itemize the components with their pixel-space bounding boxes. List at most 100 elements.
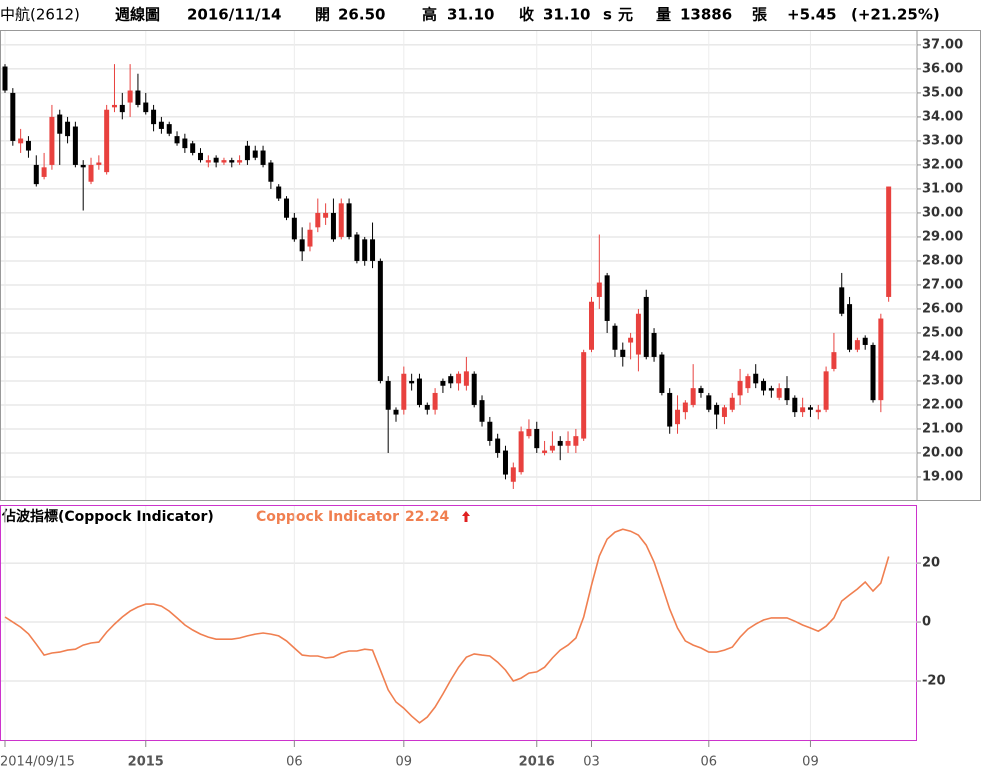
candle-body [714,404,720,415]
y-tick-label: -20 [922,674,946,689]
candle-body [18,138,24,144]
candle-body [135,90,141,105]
x-tick-label: 03 [583,755,600,770]
candle-body [635,313,641,355]
indicator-title: 佔波指標(Coppock Indicator) [1,508,214,525]
candle-body [57,114,63,134]
candle-body [620,349,626,357]
candle-body [753,373,759,384]
candle-body [41,167,47,177]
candle-body [706,395,712,410]
candle-body [518,431,524,473]
candle-body [205,160,211,163]
candle-body [878,318,884,401]
high-label: 高 [422,6,437,24]
candle-body [72,126,78,165]
candle-body [370,239,376,261]
close-unit: 元 [618,6,633,24]
x-tick-label: 2015 [128,755,164,770]
candle-body [854,340,860,350]
change-pct: (+21.25%) [851,6,940,24]
candle-body [761,380,767,391]
candle-body [831,352,837,369]
candle-body [432,392,438,410]
y-tick-label: 25.00 [922,325,963,340]
candle-body [510,467,516,482]
y-tick-label: 24.00 [922,349,963,364]
candle-body [721,407,727,417]
candle-body [870,344,876,401]
candle-body [33,164,39,185]
candle-body [456,373,462,384]
candle-body [557,440,563,446]
candle-body [581,352,587,439]
candle-body [260,150,266,165]
change: +5.45 [787,6,837,24]
candle-body [440,380,446,386]
candle-body [800,407,806,413]
line-series [4,528,890,724]
y-tick-label: 27.00 [922,277,963,292]
candle-body [276,186,282,199]
candle-body [815,409,821,413]
y-tick-label: 31.00 [922,181,963,196]
candle-body [104,109,110,173]
candle-body [409,380,415,384]
candle-body [393,409,399,415]
volume-label: 量 [656,6,671,24]
candle-body [158,121,164,129]
x-tick-label: 2014/09/15 [0,755,75,770]
candle-body [323,212,329,218]
candle-body [839,287,845,314]
candle-body [502,450,508,475]
candle-body [487,421,493,441]
candle-body [667,392,673,427]
candle-body [362,239,368,261]
candle-body [534,428,540,449]
candle-body [526,428,532,437]
x-tick-label: 09 [396,755,413,770]
candle-body [166,124,172,134]
candle-body [174,136,180,144]
stock-name: 中航(2612) [0,6,80,24]
indicator-frame [0,505,917,741]
candle-body [690,388,696,405]
candle-body [448,376,454,384]
candle-body [643,296,649,357]
candle-body [424,404,430,410]
candle-body [182,138,188,149]
header: 中航(2612) 週線圖 2016/11/14 開 26.50 高 31.10 … [0,6,940,24]
candle-body [346,203,352,237]
candle-body [237,160,243,163]
candle-body [565,440,571,446]
candle-body [604,275,610,321]
indicator-value: 22.24 [405,509,450,525]
candle-body [65,121,71,137]
y-tick-label: 29.00 [922,229,963,244]
candle-body [49,116,55,165]
candle-body [291,217,297,240]
candle-body [682,402,688,413]
candle-body [612,325,618,350]
candle-body [823,371,829,410]
candle-body [221,160,227,163]
candle-body [792,397,798,413]
y-tick-label: 35.00 [922,85,963,100]
candle-body [542,450,548,453]
y-tick-label: 23.00 [922,373,963,388]
candle-body [573,436,579,446]
candle-body [190,143,196,153]
candle-body [471,373,477,405]
candle-body [80,164,86,168]
candle-body [784,388,790,401]
candle-body [737,380,743,396]
candle-body [88,164,94,182]
x-tick-label: 06 [286,755,303,770]
candle-body [143,102,149,113]
y-tick-label: 32.00 [922,157,963,172]
x-tick-label: 09 [802,755,819,770]
candle-body [307,229,313,247]
candle-body [729,397,735,410]
candle-body [596,282,602,297]
candle-body [675,409,681,425]
